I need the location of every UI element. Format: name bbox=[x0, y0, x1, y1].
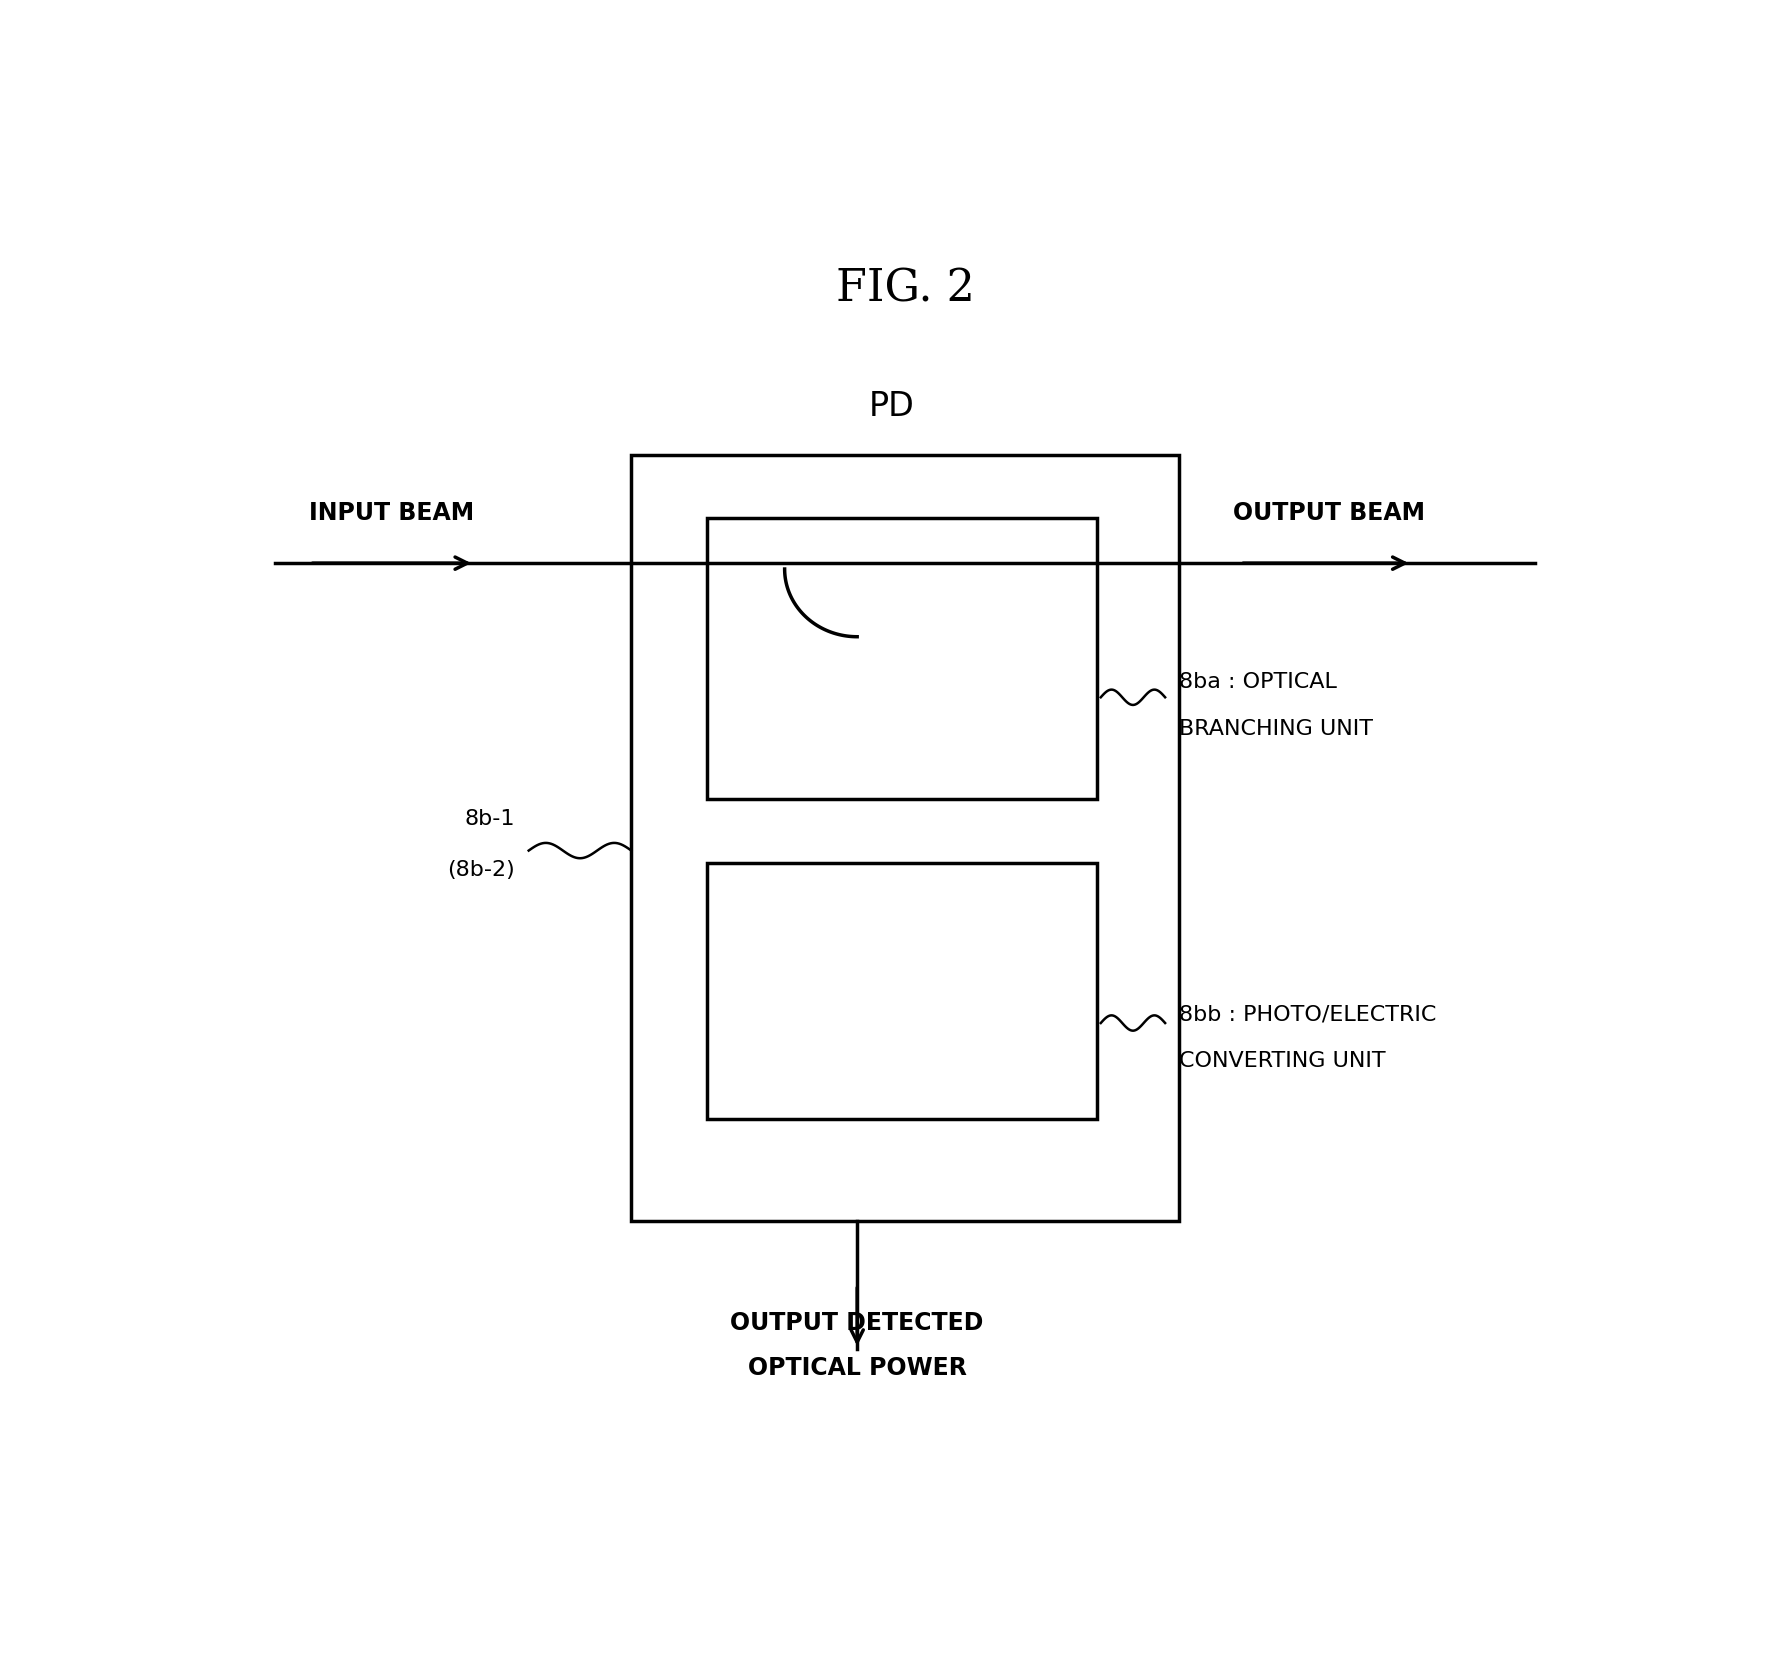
Bar bbox=[706, 518, 1097, 800]
Text: OPTICAL POWER: OPTICAL POWER bbox=[747, 1355, 966, 1380]
Text: CONVERTING UNIT: CONVERTING UNIT bbox=[1180, 1052, 1386, 1072]
Bar bbox=[706, 863, 1097, 1118]
Text: 8ba : OPTICAL: 8ba : OPTICAL bbox=[1180, 672, 1337, 692]
Text: (8b-2): (8b-2) bbox=[447, 859, 516, 879]
Bar bbox=[632, 455, 1180, 1221]
Text: INPUT BEAM: INPUT BEAM bbox=[309, 501, 475, 524]
Text: FIG. 2: FIG. 2 bbox=[835, 267, 975, 310]
Text: OUTPUT BEAM: OUTPUT BEAM bbox=[1233, 501, 1425, 524]
Text: 8bb : PHOTO/ELECTRIC: 8bb : PHOTO/ELECTRIC bbox=[1180, 1004, 1436, 1024]
Text: PD: PD bbox=[869, 390, 915, 423]
Text: 8b-1: 8b-1 bbox=[464, 808, 516, 828]
Text: OUTPUT DETECTED: OUTPUT DETECTED bbox=[731, 1311, 984, 1335]
Text: BRANCHING UNIT: BRANCHING UNIT bbox=[1180, 720, 1372, 740]
